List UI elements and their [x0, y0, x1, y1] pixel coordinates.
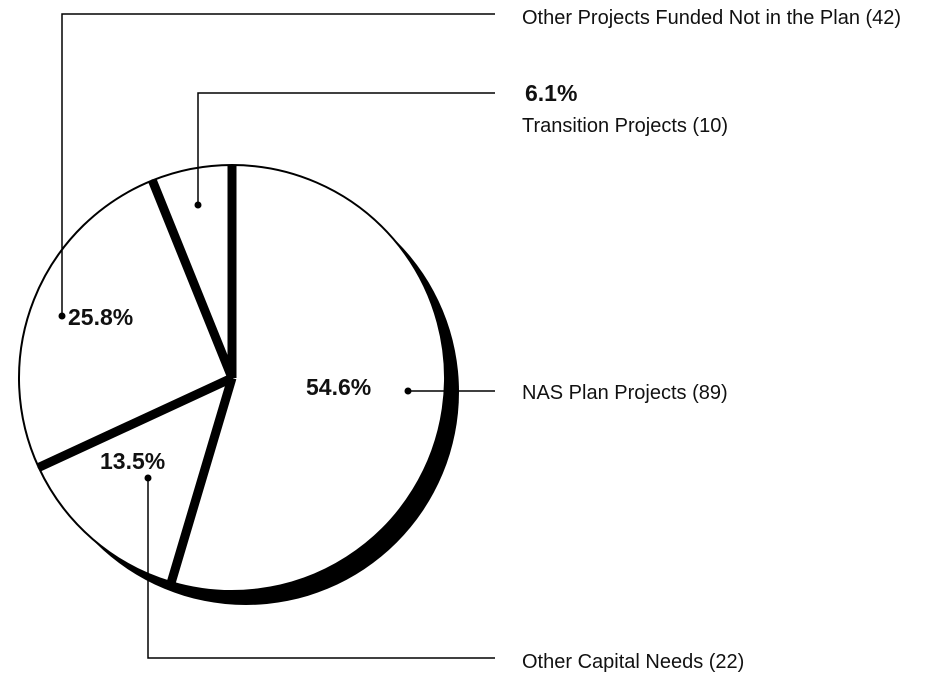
value-label: 6.1% [525, 80, 578, 106]
slice-separator [166, 376, 237, 584]
slice-separator [148, 178, 237, 380]
callout-dot [194, 201, 202, 209]
callout-dot [144, 474, 152, 482]
value-label: 54.6% [306, 374, 372, 400]
callout-line [147, 478, 495, 659]
category-label: Other Capital Needs (22) [522, 651, 745, 673]
value-label: 25.8% [68, 304, 134, 330]
category-label: Other Projects Funded Not in the Plan (4… [522, 7, 902, 29]
category-label: NAS Plan Projects (89) [522, 382, 728, 404]
callout-line [61, 13, 495, 316]
value-label: 13.5% [100, 448, 166, 474]
slice-separator [36, 373, 234, 472]
pie-slice [170, 163, 446, 592]
callout-dot [58, 312, 66, 320]
category-label: Transition Projects (10) [522, 115, 728, 137]
callout-line [197, 92, 495, 205]
callout-dot [404, 387, 412, 395]
